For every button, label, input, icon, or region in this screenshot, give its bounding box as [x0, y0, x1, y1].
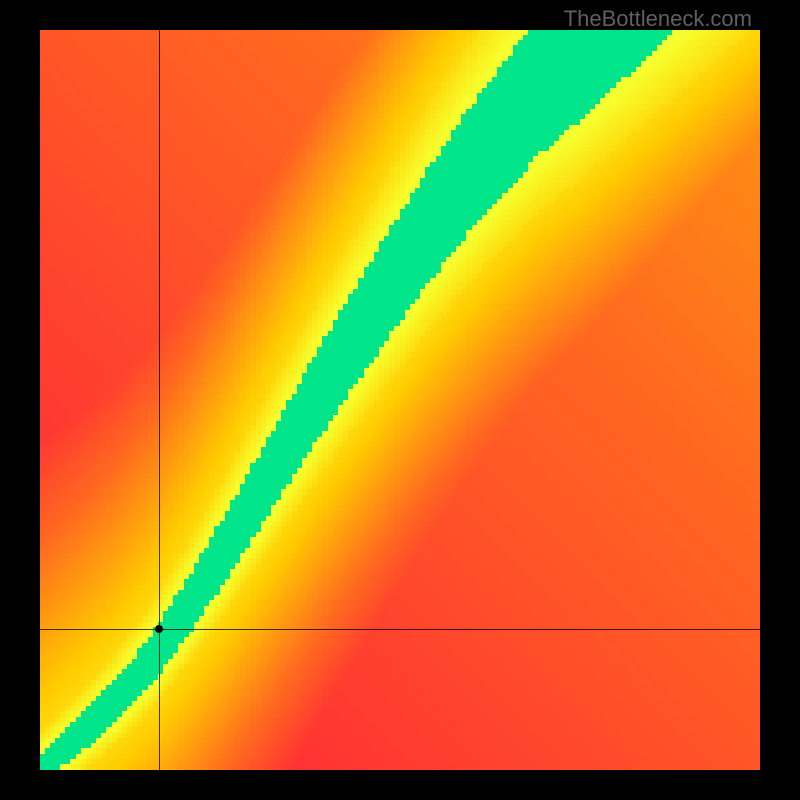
- crosshair-vertical: [159, 30, 160, 770]
- chart-container: { "watermark": { "text": "TheBottleneck.…: [0, 0, 800, 800]
- watermark-text: TheBottleneck.com: [564, 6, 752, 32]
- bottleneck-heatmap: [40, 30, 760, 770]
- crosshair-horizontal: [40, 629, 760, 630]
- crosshair-marker-dot: [155, 625, 163, 633]
